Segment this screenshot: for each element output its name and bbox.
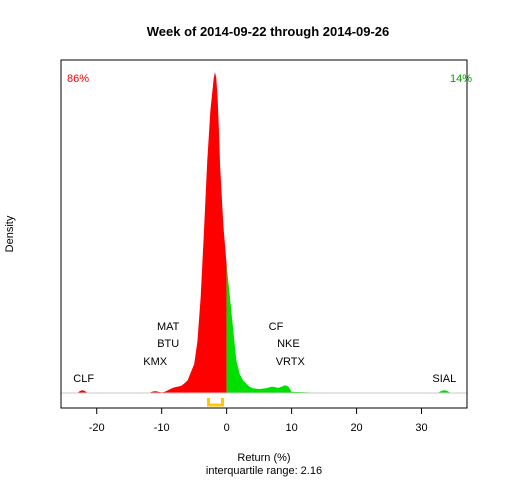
- iqr-bracket: [206, 398, 224, 407]
- x-tick-label: 20: [350, 422, 362, 434]
- x-tick-label: 10: [285, 422, 297, 434]
- x-tick-label: -20: [89, 422, 105, 434]
- iqr-subtitle: interquartile range: 2.16: [206, 465, 322, 477]
- chart-title: Week of 2014-09-22 through 2014-09-26: [147, 24, 390, 39]
- y-axis-label: Density: [4, 215, 16, 252]
- ticker-label-kmx: KMX: [143, 356, 168, 368]
- x-axis: -20 -10 0 10 20 30: [89, 408, 428, 434]
- x-axis-label: Return (%): [237, 452, 290, 464]
- ticker-label-sial: SIAL: [432, 373, 456, 385]
- ticker-label-clf: CLF: [73, 373, 94, 385]
- ticker-label-cf: CF: [269, 321, 284, 333]
- density-area: [77, 72, 461, 393]
- ticker-label-btu: BTU: [157, 338, 179, 350]
- percent-positive-label: 14%: [450, 73, 472, 85]
- negative-return-area: [77, 72, 227, 393]
- ticker-labels: MAT BTU KMX CLF CF NKE VRTX SIAL: [73, 321, 456, 385]
- ticker-label-vrtx: VRTX: [276, 356, 306, 368]
- plot-frame: [60, 59, 468, 409]
- positive-return-area: [226, 264, 461, 393]
- x-tick-label: 30: [415, 422, 427, 434]
- percent-negative-label: 86%: [67, 73, 89, 85]
- x-tick-label: 0: [224, 422, 230, 434]
- ticker-label-nke: NKE: [277, 338, 300, 350]
- ticker-label-mat: MAT: [157, 321, 180, 333]
- x-tick-label: -10: [154, 422, 170, 434]
